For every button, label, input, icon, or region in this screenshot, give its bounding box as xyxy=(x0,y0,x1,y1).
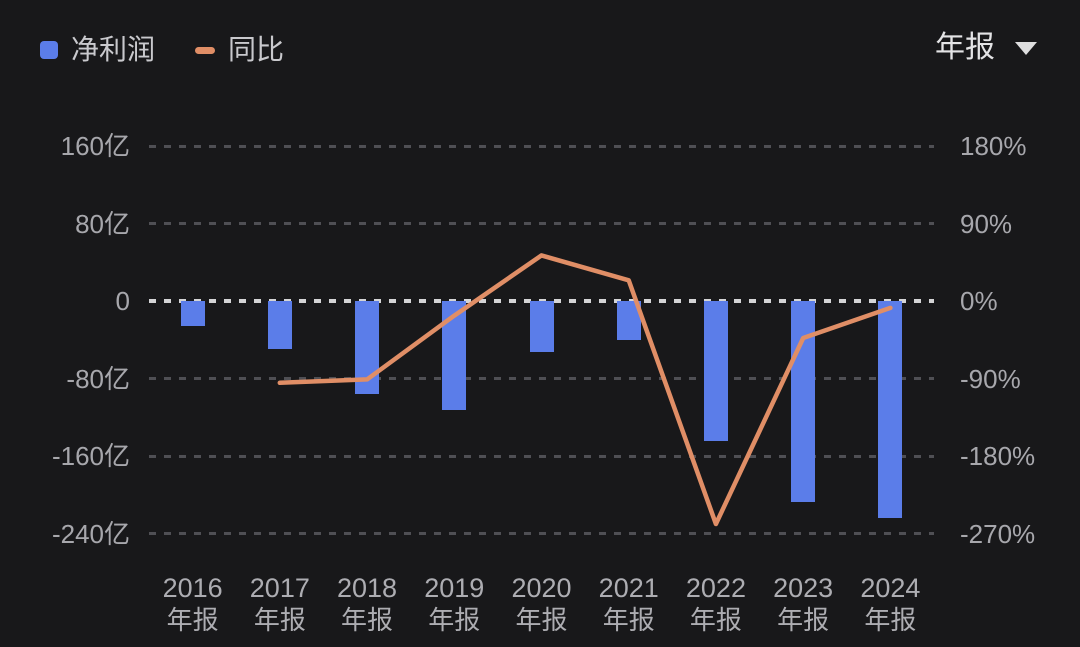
x-axis-label-2016: 2016 年报 xyxy=(162,573,223,635)
right-axis-tick: -90% xyxy=(960,363,1021,394)
left-axis-tick: 0 xyxy=(115,286,130,316)
right-axis-tick: 90% xyxy=(960,208,1013,239)
right-axis-tick: 0% xyxy=(960,286,998,316)
right-axis-tick: -270% xyxy=(960,518,1036,549)
bar-2016[interactable] xyxy=(180,301,205,327)
net-profit-swatch-icon xyxy=(40,41,58,59)
yoy-swatch-icon xyxy=(195,46,216,54)
gridline xyxy=(149,222,934,225)
x-axis-label-2024: 2024 年报 xyxy=(860,573,921,635)
bar-2020[interactable] xyxy=(529,301,554,353)
x-axis-label-2018: 2018 年报 xyxy=(337,573,398,635)
left-axis-tick: -160亿 xyxy=(51,441,130,471)
left-axis-tick: 160亿 xyxy=(60,131,130,161)
legend-label-net-profit: 净利润 xyxy=(71,34,156,65)
bar-2022[interactable] xyxy=(703,301,728,441)
chevron-down-icon xyxy=(1015,41,1037,55)
x-axis-label-2022: 2022 年报 xyxy=(685,573,746,635)
x-axis-label-2019: 2019 年报 xyxy=(424,573,485,635)
legend-item-yoy[interactable]: 同比 xyxy=(195,36,284,64)
bar-2017[interactable] xyxy=(267,301,292,350)
x-axis-label-2023: 2023 年报 xyxy=(773,573,834,635)
left-axis-tick: 80亿 xyxy=(75,208,130,239)
x-axis-label-2017: 2017 年报 xyxy=(249,573,310,635)
legend-item-net-profit[interactable]: 净利润 xyxy=(40,36,155,64)
gridline xyxy=(149,377,934,380)
x-axis-label-2021: 2021 年报 xyxy=(598,573,659,635)
gridline xyxy=(149,144,934,148)
right-axis-tick: 180% xyxy=(960,131,1027,161)
bar-2019[interactable] xyxy=(442,301,467,411)
legend: 净利润 同比 xyxy=(40,36,284,64)
right-axis-tick: -180% xyxy=(960,441,1036,471)
period-selector[interactable]: 年报 xyxy=(935,33,1037,63)
bar-2018[interactable] xyxy=(355,301,380,394)
gridline xyxy=(149,454,934,458)
left-axis-tick: -240亿 xyxy=(51,518,130,549)
x-axis-label-2020: 2020 年报 xyxy=(511,573,572,635)
bar-2024[interactable] xyxy=(878,301,903,518)
bar-2023[interactable] xyxy=(791,301,816,502)
period-selector-label: 年报 xyxy=(935,31,995,64)
legend-label-yoy: 同比 xyxy=(228,34,285,65)
left-axis-tick: -80亿 xyxy=(66,363,130,394)
bar-2021[interactable] xyxy=(616,301,641,340)
gridline xyxy=(149,532,934,535)
